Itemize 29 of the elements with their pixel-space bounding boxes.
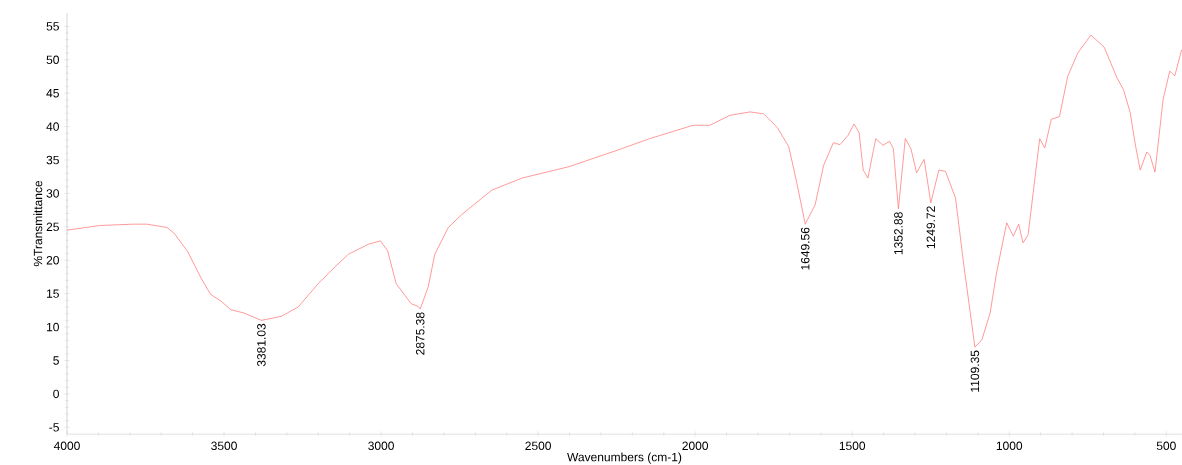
y-tick-label: 15 [47,289,59,298]
annotation: 2875.38 [415,312,425,355]
y-tick-label: -5 [49,423,59,432]
x-axis-title: Wavenumbers (cm-1) [567,452,682,464]
annotation: 1249.72 [926,206,936,249]
x-tick-label: 1500 [839,441,866,451]
y-tick-label: 45 [46,89,59,98]
y-tick-label: 40 [46,122,59,131]
y-axis-title: %Transmittance [33,180,43,267]
y-tick-label: 35 [46,155,59,165]
y-tick-label: 30 [46,189,59,198]
x-tick-label: 500 [1156,441,1176,451]
x-tick-label: 3000 [368,441,394,451]
y-tick-label: 5 [53,356,59,365]
annotation: 1649.56 [800,227,810,270]
y-tick-label: 0 [53,389,59,399]
y-tick-label: 55 [46,22,59,31]
y-tick-label: 20 [46,256,59,265]
x-tick-label: 3500 [211,441,237,451]
annotation: 3381.03 [257,323,266,367]
y-tick-label: 25 [46,222,59,232]
x-tick-label: 2500 [525,441,551,451]
x-tick-label: 1000 [996,441,1023,451]
x-tick-label: 2000 [682,441,709,451]
annotation: 1109.35 [970,350,980,392]
y-tick-label: 10 [47,322,59,332]
y-tick-label: 50 [46,55,59,65]
annotation: 1352.88 [894,212,903,255]
x-tick-label: 4000 [53,441,80,451]
